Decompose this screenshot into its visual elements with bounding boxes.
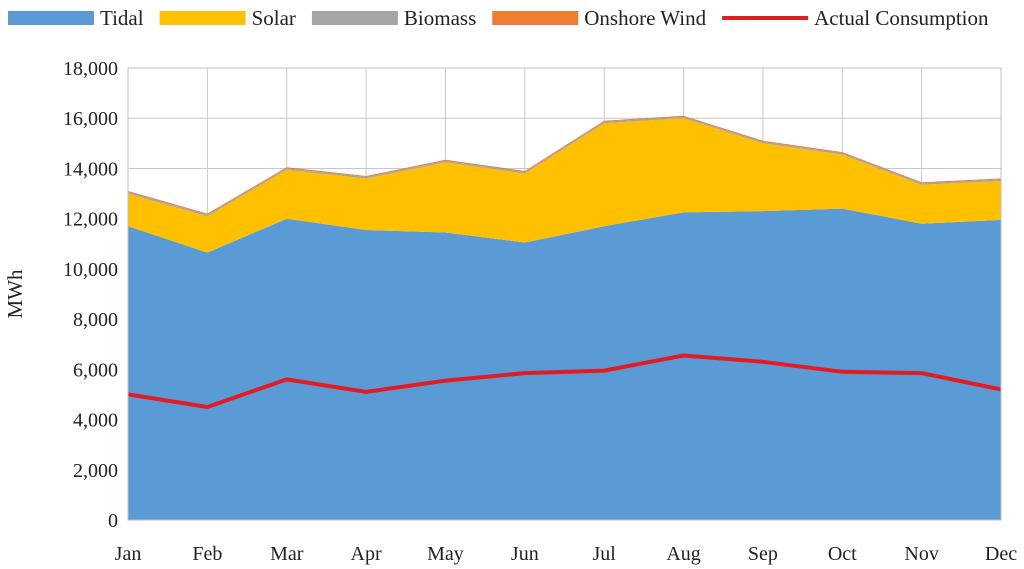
x-tick-label: Apr: [351, 543, 382, 565]
legend-swatch-tidal: [8, 11, 94, 25]
y-tick-label: 12,000: [63, 209, 118, 231]
y-tick-label: 14,000: [63, 158, 118, 180]
legend-label-biomass: Biomass: [404, 6, 476, 30]
area-tidal: [128, 208, 1001, 520]
x-tick-label: Mar: [270, 543, 304, 565]
legend-label-solar: Solar: [252, 6, 296, 30]
x-tick-label: Nov: [904, 543, 938, 565]
x-tick-label: Oct: [828, 543, 857, 565]
x-tick-label: Dec: [985, 543, 1017, 565]
area-solar: [128, 118, 1001, 253]
x-axis: Jan Feb Mar Apr May Jun Jul Aug Sep Oct Nov Dec: [115, 543, 1018, 565]
y-tick-label: 2,000: [73, 460, 118, 482]
legend-label-tidal: Tidal: [100, 6, 144, 30]
x-tick-label: Jan: [115, 543, 142, 565]
plot-area-border: [127, 67, 1002, 521]
y-tick-label: 10,000: [63, 259, 118, 281]
line-actual-consumption: [127, 353, 1002, 409]
x-tick-label: Jun: [511, 543, 539, 565]
x-tick-label: Aug: [666, 543, 700, 565]
line-series: [127, 353, 1002, 409]
y-axis: 0 2,000 4,000 6,000 8,000 10,000 12,000 14,000 1…: [63, 58, 118, 532]
x-tick-label: Feb: [192, 543, 222, 565]
y-tick-label: 0: [108, 510, 118, 532]
legend: Tidal Solar Biomass Onshore Wind Actual Cons…: [8, 6, 989, 30]
y-tick-label: 16,000: [63, 108, 118, 130]
x-tick-label: Sep: [748, 543, 778, 565]
y-tick-label: 6,000: [73, 359, 118, 381]
legend-swatch-onshore-wind: [492, 11, 579, 25]
legend-swatch-biomass: [311, 11, 398, 25]
legend-label-actual-consumption: Actual Consumption: [814, 6, 989, 30]
y-tick-label: 18,000: [63, 58, 118, 80]
x-tick-label: May: [427, 543, 464, 565]
stacked-areas: [128, 115, 1001, 520]
x-tick-label: Jul: [593, 543, 617, 565]
legend-swatch-solar: [159, 11, 246, 25]
y-tick-label: 4,000: [73, 410, 118, 432]
y-axis-title: MWh: [3, 269, 27, 318]
legend-label-onshore-wind: Onshore Wind: [584, 6, 706, 30]
y-tick-label: 8,000: [73, 309, 118, 331]
